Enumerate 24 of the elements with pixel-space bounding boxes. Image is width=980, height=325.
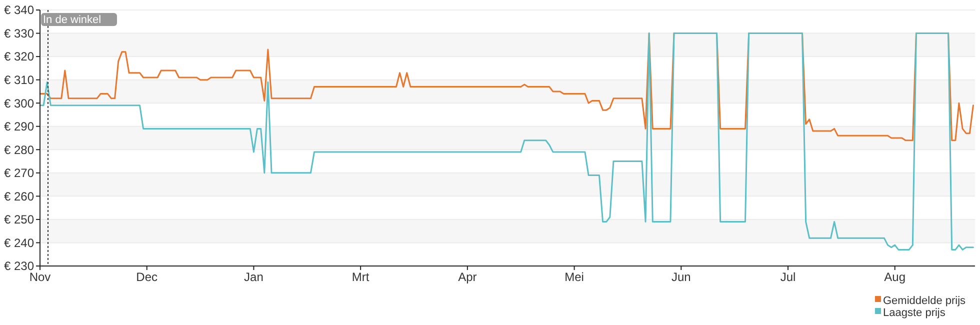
x-tick-label: Mrt [352,270,370,284]
y-tick-label: € 280 [4,142,34,157]
y-tick-label: € 240 [4,236,34,250]
y-tick-label: € 250 [4,212,34,227]
legend-label: Gemiddelde prijs [883,294,966,307]
x-tick-label: Jun [671,270,691,284]
y-tick-label: € 270 [4,166,34,180]
y-tick-label: € 320 [4,50,34,64]
line-series [39,32,974,142]
x-tick-label: Mei [564,270,584,284]
y-tick-label: € 260 [4,189,34,204]
x-tick-label: Apr [458,270,477,284]
x-tick-label: Jan [244,270,264,284]
y-tick-label: € 330 [4,26,34,40]
y-tick-label: € 310 [4,73,34,88]
line-series [39,32,974,250]
annotation: In de winkel [43,14,102,26]
y-tick-label: € 300 [4,96,34,110]
y-tick-label: € 340 [4,3,34,18]
x-tick-label: Dec [136,270,158,284]
x-tick-label: Aug [884,270,906,284]
x-tick-label: Jul [780,270,796,284]
legend-label: Laagste prijs [883,306,946,319]
y-tick-label: € 290 [4,120,34,134]
